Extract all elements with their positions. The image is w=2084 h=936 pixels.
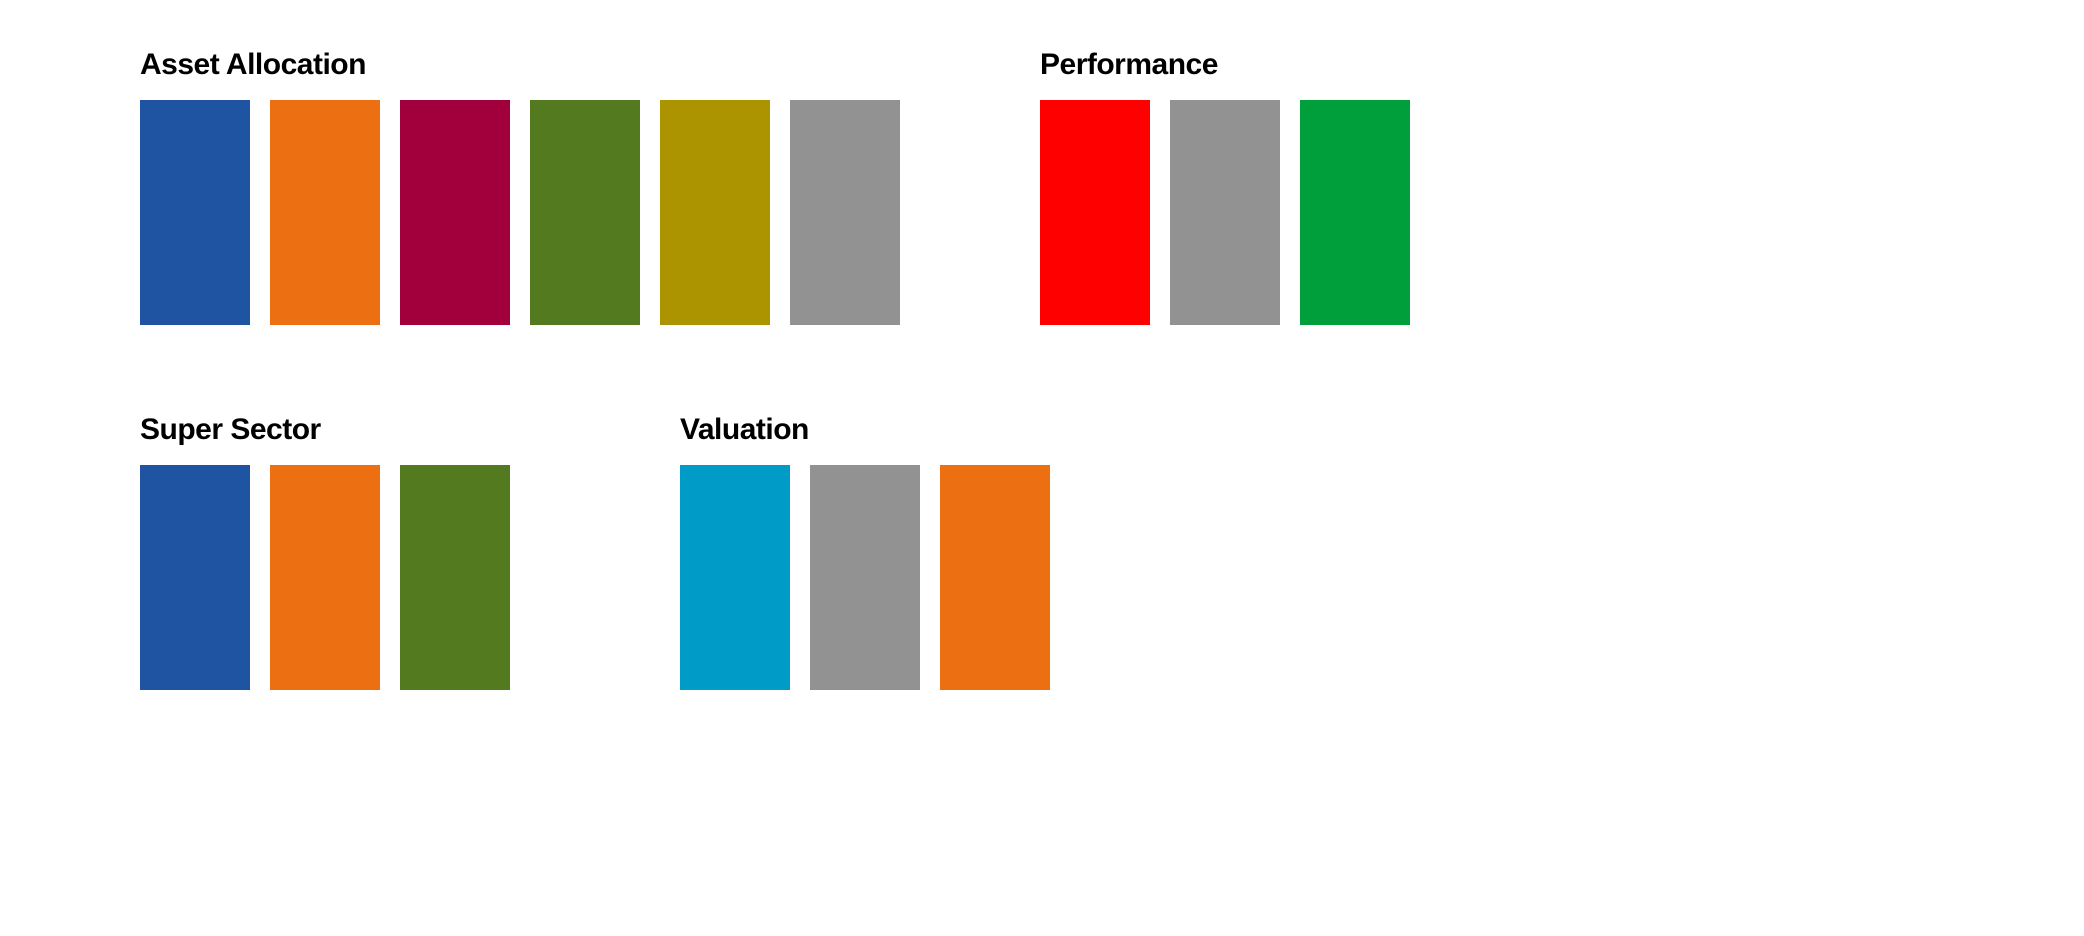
swatch-asset-allocation-2	[400, 100, 510, 325]
swatch-asset-allocation-0	[140, 100, 250, 325]
group-asset-allocation: Asset Allocation	[140, 48, 900, 325]
swatch-super-sector-2	[400, 465, 510, 690]
swatch-row-valuation	[680, 465, 1050, 690]
group-title-asset-allocation: Asset Allocation	[140, 48, 900, 82]
group-title-valuation: Valuation	[680, 413, 1050, 447]
group-super-sector: Super Sector	[140, 413, 660, 690]
group-valuation: Valuation	[680, 413, 1050, 690]
swatch-valuation-2	[940, 465, 1050, 690]
group-title-performance: Performance	[1040, 48, 1410, 82]
swatch-performance-1	[1170, 100, 1280, 325]
group-title-super-sector: Super Sector	[140, 413, 660, 447]
swatch-asset-allocation-1	[270, 100, 380, 325]
group-performance: Performance	[1040, 48, 1410, 325]
swatch-performance-0	[1040, 100, 1150, 325]
swatch-row-performance	[1040, 100, 1410, 325]
swatch-asset-allocation-3	[530, 100, 640, 325]
swatch-row-super-sector	[140, 465, 660, 690]
palette-canvas: Asset Allocation Performance Super Secto…	[0, 0, 2084, 936]
swatch-super-sector-0	[140, 465, 250, 690]
swatch-valuation-0	[680, 465, 790, 690]
swatch-super-sector-1	[270, 465, 380, 690]
row-2: Super Sector Valuation	[140, 413, 2084, 690]
swatch-row-asset-allocation	[140, 100, 900, 325]
swatch-asset-allocation-5	[790, 100, 900, 325]
row-1: Asset Allocation Performance	[140, 48, 2084, 325]
swatch-valuation-1	[810, 465, 920, 690]
swatch-performance-2	[1300, 100, 1410, 325]
swatch-asset-allocation-4	[660, 100, 770, 325]
